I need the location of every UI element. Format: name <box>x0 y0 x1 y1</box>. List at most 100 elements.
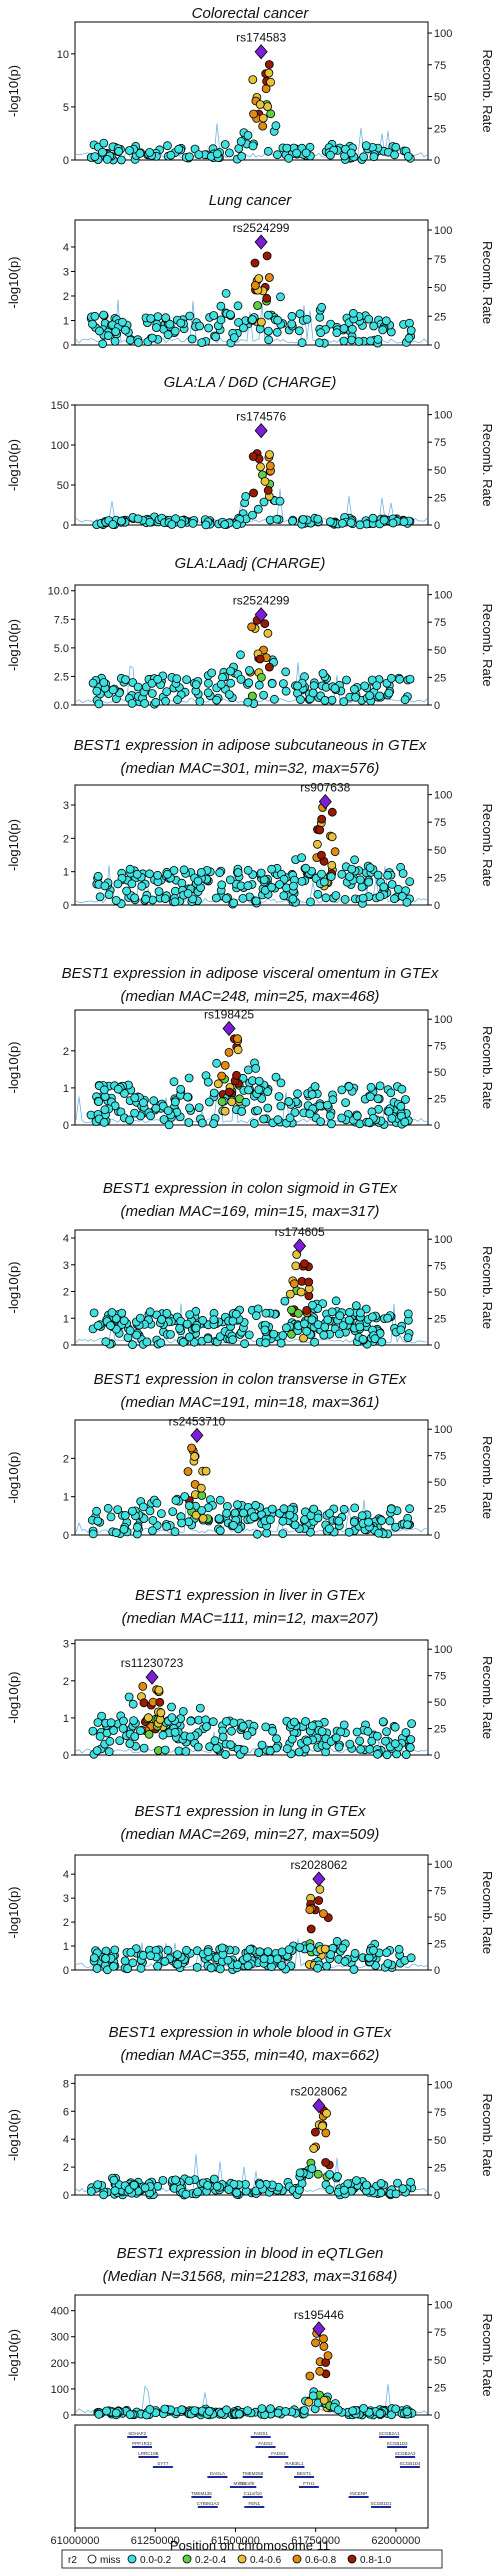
snp-point <box>117 1308 127 1318</box>
snp-point <box>275 880 284 889</box>
snp-point <box>287 1734 297 1744</box>
snp-point <box>193 2187 203 2197</box>
right-axis-label: Recomb. Rate <box>480 1656 495 1739</box>
snp-point <box>191 1510 201 1520</box>
snp-point <box>135 148 145 158</box>
snp-point <box>358 1334 368 1344</box>
snp-point <box>208 1717 218 1727</box>
lead-snp-marker <box>312 2321 326 2337</box>
snp-point <box>148 1516 158 1525</box>
snp-point <box>367 1736 377 1746</box>
snp-point <box>206 1963 216 1973</box>
snp-point <box>348 308 358 318</box>
right-axis-label: Recomb. Rate <box>480 1436 495 1519</box>
snp-point <box>335 1311 345 1321</box>
panel-5: BEST1 expression in adipose subcutaneous… <box>6 737 495 912</box>
snp-point <box>195 321 205 331</box>
snp-point <box>166 1330 175 1339</box>
y-axis-label: -log10(p) <box>6 1041 21 1093</box>
snp-point <box>323 2351 333 2361</box>
snp-point <box>110 2186 120 2196</box>
snp-point <box>95 326 104 336</box>
panel-12: BEST1 expression in blood in eQTLGen (Med… <box>6 2245 495 2422</box>
snp-point <box>327 1119 336 1129</box>
right-axis-label: Recomb. Rate <box>480 241 495 324</box>
snp-point <box>111 327 121 337</box>
snp-point <box>119 1524 129 1534</box>
gene-label: RAB3IL1 <box>285 2461 304 2466</box>
snp-point <box>372 681 382 690</box>
snp-point <box>217 1943 227 1953</box>
snp-point <box>236 137 246 146</box>
right-axis-label: Recomb. Rate <box>480 2093 495 2176</box>
panel-title: BEST1 expression in lung in GTEx <box>135 1803 366 1820</box>
snp-point <box>285 1289 295 1299</box>
right-tick-label: 0 <box>434 2410 440 2422</box>
snp-point <box>273 1115 283 1125</box>
snp-point <box>263 628 273 638</box>
snp-point <box>361 141 371 151</box>
snp-point <box>374 1528 384 1538</box>
snp-point <box>316 1117 326 1126</box>
snp-point <box>244 678 254 688</box>
right-tick-label: 0 <box>434 1340 440 1352</box>
y-tick-label: 0 <box>63 1120 69 1132</box>
snp-point <box>224 148 234 158</box>
panel-title: BEST1 expression in colon transverse in … <box>94 1371 407 1388</box>
lead-snp-marker <box>293 1238 307 1254</box>
snp-point <box>225 875 235 885</box>
gene-label: SCGB2A1 <box>379 2431 400 2436</box>
snp-point <box>339 2185 349 2195</box>
snp-point <box>369 321 379 331</box>
snp-point <box>271 121 281 131</box>
gene-label: TMEM258 <box>242 2471 263 2476</box>
right-tick-label: 0 <box>434 520 440 532</box>
snp-point <box>212 149 222 159</box>
snp-point <box>259 690 269 700</box>
snp-point <box>290 1520 300 1530</box>
snp-point <box>403 1333 413 1342</box>
snp-point <box>333 2405 343 2415</box>
snp-point <box>322 2108 332 2118</box>
snp-point <box>88 678 98 688</box>
snp-point <box>383 1313 393 1323</box>
snp-point <box>184 1073 194 1083</box>
snp-point <box>267 679 277 688</box>
snp-point <box>349 1517 359 1527</box>
snp-point <box>224 1087 234 1097</box>
snp-point <box>379 882 389 892</box>
snp-point <box>350 855 360 865</box>
snp-point <box>136 1726 145 1736</box>
snp-point <box>373 870 383 880</box>
snp-point <box>276 1078 286 1088</box>
snp-point <box>375 691 385 701</box>
y-tick-label: 2.5 <box>54 671 69 683</box>
snp-point <box>317 869 326 879</box>
right-tick-label: 100 <box>434 2300 452 2312</box>
snp-point <box>340 1957 350 1966</box>
gene-label: FADS1 <box>254 2431 269 2436</box>
snp-point <box>147 689 157 698</box>
snp-point <box>125 335 135 345</box>
snp-point <box>162 687 172 696</box>
snp-point <box>354 337 364 346</box>
snp-point <box>130 1093 140 1103</box>
snp-point <box>316 850 326 860</box>
snp-point <box>265 461 275 471</box>
snp-point <box>299 2406 309 2415</box>
snp-point <box>220 140 230 149</box>
snp-point <box>151 697 161 707</box>
snp-point <box>386 673 396 683</box>
snp-point <box>250 258 260 268</box>
snp-point <box>136 1963 146 1973</box>
snp-point <box>302 314 312 324</box>
y-tick-label: 2 <box>63 1453 69 1465</box>
right-tick-label: 25 <box>434 1314 446 1326</box>
snp-point <box>162 1522 172 1531</box>
snp-point <box>244 666 254 675</box>
snp-point <box>313 1963 323 1973</box>
snp-point <box>138 1502 148 1512</box>
lead-snp-label: rs174583 <box>236 31 286 45</box>
snp-point <box>194 1103 204 1112</box>
snp-point <box>337 518 347 528</box>
